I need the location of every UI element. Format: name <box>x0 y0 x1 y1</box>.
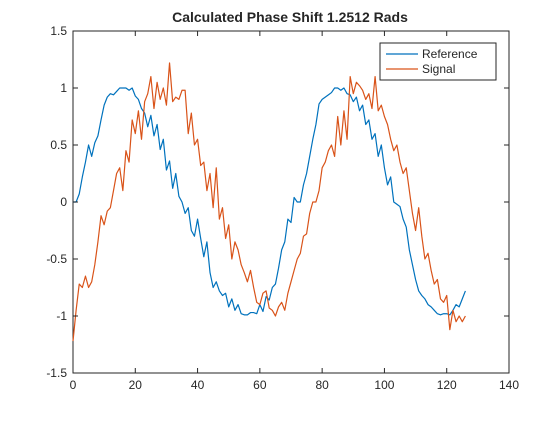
x-tick-label: 60 <box>253 378 267 392</box>
legend-label: Reference <box>422 47 478 61</box>
legend-item-signal[interactable]: Signal <box>386 62 455 76</box>
x-tick-label: 120 <box>437 378 457 392</box>
legend-label: Signal <box>422 62 455 76</box>
x-tick-label: 20 <box>129 378 143 392</box>
x-tick-label: 40 <box>191 378 205 392</box>
y-tick-label: -1.5 <box>46 366 67 380</box>
x-tick-label: 0 <box>70 378 77 392</box>
plot-area <box>72 30 510 374</box>
series-line-signal <box>72 62 466 342</box>
axes-layer: 0 20 40 60 80 100 120 140 -1.5 -1 -0.5 0 0.5 1 1.5 <box>46 24 519 392</box>
y-tick-label: -0.5 <box>46 252 67 266</box>
x-tick-label: 100 <box>374 378 394 392</box>
legend-item-reference[interactable]: Reference <box>386 47 478 61</box>
legend-box <box>379 42 497 81</box>
chart-title: Calculated Phase Shift 1.2512 Rads <box>172 9 408 25</box>
series-layer <box>72 62 466 342</box>
y-tick-label: -1 <box>56 309 67 323</box>
x-tick-label: 80 <box>315 378 329 392</box>
y-tick-label: 0.5 <box>50 138 67 152</box>
x-tick-label: 140 <box>499 378 519 392</box>
y-tick-label: 1.5 <box>50 24 67 38</box>
series-line-reference <box>73 87 466 316</box>
y-tick-label: 0 <box>60 195 67 209</box>
y-tick-label: 1 <box>60 81 67 95</box>
